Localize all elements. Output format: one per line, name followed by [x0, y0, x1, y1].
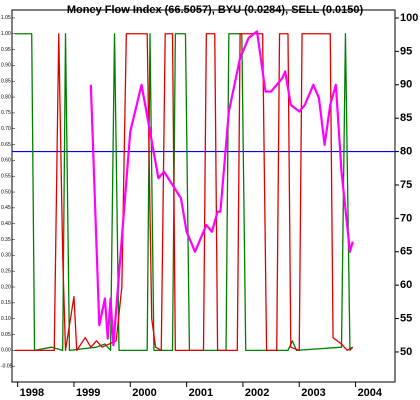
y-tick-label: 0.60: [1, 158, 11, 164]
y-tick-label: 0.35: [1, 237, 11, 243]
y2-tick-label: 90: [400, 79, 412, 91]
y-tick-label: 0.95: [1, 47, 11, 53]
y-tick-label: 1.05: [1, 15, 11, 21]
y-tick-label: 0.10: [1, 316, 11, 322]
y-tick-label: 0.50: [1, 189, 11, 195]
x-tick-label: 1998: [20, 387, 44, 399]
y-tick-label: 0.85: [1, 79, 11, 85]
y-tick-label: 0.05: [1, 332, 11, 338]
y2-tick-label: 70: [400, 212, 412, 224]
y2-tick-label: 85: [400, 112, 412, 124]
x-tick-label: 2001: [189, 387, 213, 399]
x-tick-label: 1999: [76, 387, 100, 399]
y-tick-label: 0.25: [1, 269, 11, 275]
y2-tick-label: 75: [400, 179, 412, 191]
y2-tick-label: 65: [400, 246, 412, 258]
y-tick-label: 0.65: [1, 142, 11, 148]
y-tick-label: 0.20: [1, 284, 11, 290]
y2-tick-label: 50: [400, 346, 412, 358]
y-tick-label: 0.00: [1, 348, 11, 354]
x-tick-label: 2004: [358, 387, 383, 399]
y2-tick-label: 95: [400, 45, 412, 57]
y-tick-label: 0.70: [1, 126, 11, 132]
y2-tick-label: 60: [400, 279, 412, 291]
chart-title: Money Flow Index (66.5057), BYU (0.0284)…: [67, 4, 364, 16]
x-tick-label: 2002: [245, 387, 269, 399]
y-tick-label: 0.75: [1, 110, 11, 116]
y-tick-label: 0.45: [1, 205, 11, 211]
y-tick-label: 0.30: [1, 253, 11, 259]
series-line: [14, 33, 354, 351]
y2-tick-label: 100: [400, 12, 418, 24]
series-line: [14, 33, 354, 351]
y-tick-label: 0.55: [1, 174, 11, 180]
y2-tick-label: 55: [400, 312, 412, 324]
y-tick-label: -0.05: [1, 363, 13, 369]
plot-frame: [11, 9, 396, 383]
y-tick-label: 0.15: [1, 300, 11, 306]
y-tick-label: 1.00: [1, 31, 11, 37]
y-tick-label: 0.90: [1, 63, 11, 69]
series-line: [89, 30, 354, 347]
x-tick-label: 2000: [132, 387, 156, 399]
y-tick-label: 0.80: [1, 94, 11, 100]
y2-tick-label: 80: [400, 145, 412, 157]
y-tick-label: 0.40: [1, 221, 11, 227]
x-tick-label: 2003: [301, 387, 325, 399]
